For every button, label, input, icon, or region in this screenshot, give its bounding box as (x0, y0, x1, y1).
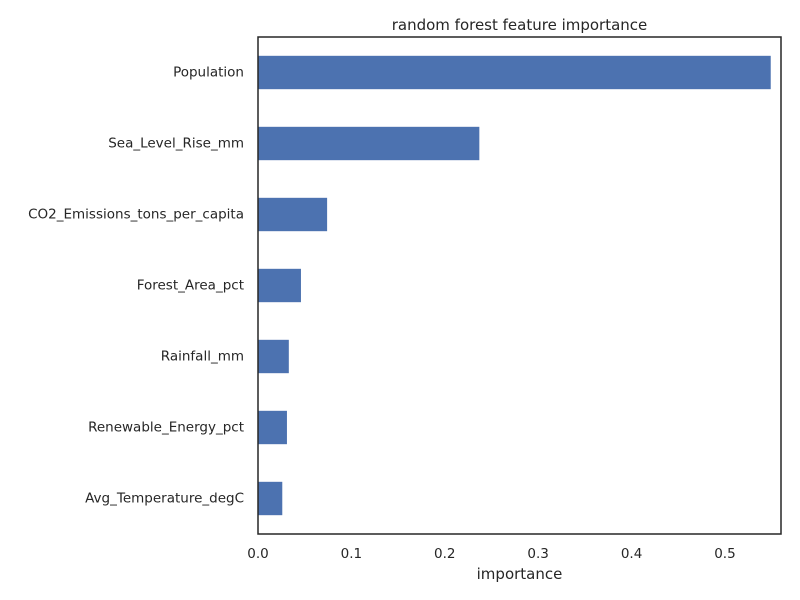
bar (258, 55, 771, 90)
x-ticks: 0.0 0.1 0.2 0.3 0.4 0.5 (247, 546, 735, 562)
y-tick-label: Forest_Area_pct (137, 278, 244, 294)
bar (258, 197, 328, 232)
chart-title: random forest feature importance (392, 16, 648, 34)
x-tick-label: 0.3 (527, 546, 548, 562)
y-tick-label: CO2_Emissions_tons_per_capita (28, 207, 244, 223)
y-tick-label: Rainfall_mm (161, 349, 244, 365)
x-tick-label: 0.0 (247, 546, 268, 562)
x-tick-label: 0.2 (434, 546, 455, 562)
bars-group (258, 55, 771, 516)
y-tick-label: Population (173, 65, 244, 81)
x-tick-label: 0.5 (714, 546, 735, 562)
bar (258, 481, 283, 516)
x-tick-label: 0.4 (621, 546, 642, 562)
y-tick-label: Renewable_Energy_pct (88, 420, 244, 436)
bar (258, 410, 287, 445)
plot-frame (257, 36, 782, 535)
bar (258, 268, 301, 303)
y-tick-label: Avg_Temperature_degC (85, 491, 244, 507)
bar (258, 339, 289, 374)
x-tick-label: 0.1 (341, 546, 362, 562)
x-axis-label: importance (477, 565, 563, 583)
y-tick-labels: Population Sea_Level_Rise_mm CO2_Emissions… (28, 65, 244, 507)
bar (258, 126, 480, 161)
y-tick-label: Sea_Level_Rise_mm (108, 136, 244, 152)
